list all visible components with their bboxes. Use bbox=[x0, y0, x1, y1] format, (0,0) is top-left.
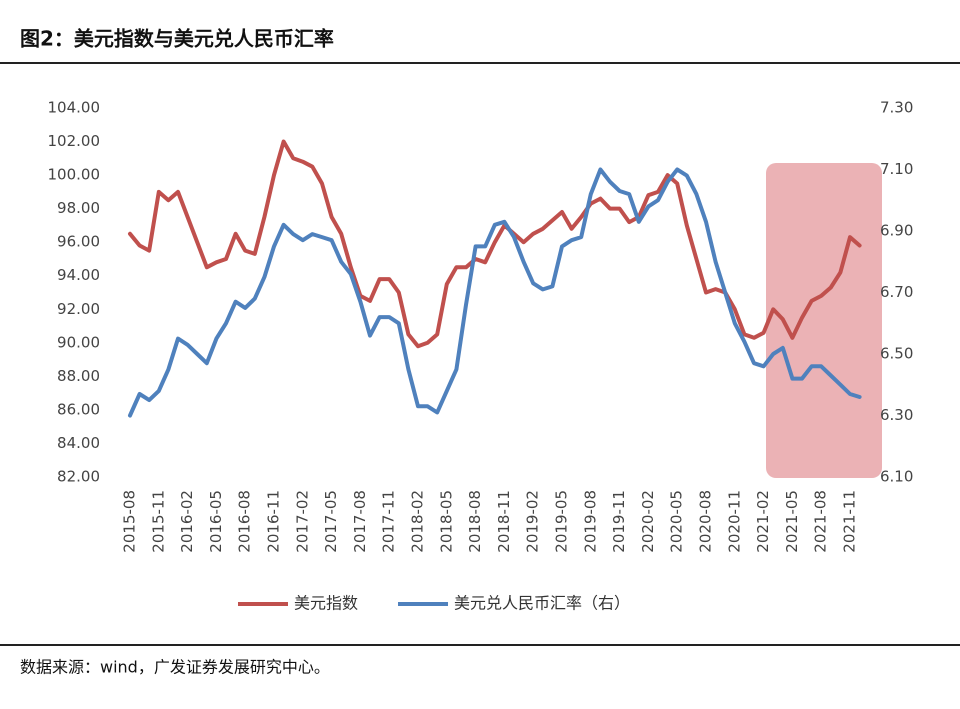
y-tick-label: 98.00 bbox=[57, 199, 100, 217]
y-tick-label: 104.00 bbox=[48, 99, 101, 117]
data-line bbox=[128, 167, 862, 418]
x-tick-label: 2016-02 bbox=[178, 490, 196, 553]
x-tick-label: 2018-11 bbox=[495, 490, 513, 553]
x-tick-label: 2021-08 bbox=[812, 490, 830, 553]
x-tick-label: 2017-08 bbox=[351, 490, 369, 553]
chart-title: 图2：美元指数与美元兑人民币汇率 bbox=[20, 27, 334, 51]
y2-tick-label: 6.10 bbox=[880, 468, 913, 486]
y-tick-label: 82.00 bbox=[57, 468, 100, 486]
y-tick-label: 102.00 bbox=[48, 132, 101, 150]
x-tick-label: 2020-11 bbox=[725, 490, 743, 553]
x-tick-label: 2019-08 bbox=[581, 490, 599, 553]
y2-tick-label: 7.10 bbox=[880, 160, 913, 178]
y-tick-label: 86.00 bbox=[57, 400, 100, 418]
x-tick-label: 2019-05 bbox=[553, 490, 571, 553]
y-tick-label: 96.00 bbox=[57, 233, 100, 251]
y-tick-label: 88.00 bbox=[57, 367, 100, 385]
x-tick-label: 2017-02 bbox=[293, 490, 311, 553]
x-tick-label: 2019-11 bbox=[610, 490, 628, 553]
x-tick-label: 2015-08 bbox=[121, 490, 139, 553]
y-tick-label: 92.00 bbox=[57, 300, 100, 318]
x-tick-label: 2016-11 bbox=[265, 490, 283, 553]
x-tick-label: 2017-05 bbox=[322, 490, 340, 553]
y-tick-label: 84.00 bbox=[57, 434, 100, 452]
y-tick-label: 94.00 bbox=[57, 266, 100, 284]
x-tick-label: 2016-05 bbox=[207, 490, 225, 553]
y2-tick-label: 7.30 bbox=[880, 99, 913, 117]
y-tick-label: 100.00 bbox=[48, 166, 101, 184]
y2-tick-label: 6.90 bbox=[880, 222, 913, 240]
x-tick-label: 2018-08 bbox=[466, 490, 484, 553]
y2-tick-label: 6.70 bbox=[880, 283, 913, 301]
x-tick-label: 2021-11 bbox=[841, 490, 859, 553]
y2-tick-label: 6.30 bbox=[880, 406, 913, 424]
x-tick-label: 2018-02 bbox=[409, 490, 427, 553]
legend-label: 美元指数 bbox=[294, 594, 358, 613]
data-line bbox=[128, 139, 862, 349]
source-note: 数据来源：wind，广发证券发展研究中心。 bbox=[20, 658, 330, 677]
x-tick-label: 2019-02 bbox=[524, 490, 542, 553]
x-tick-label: 2021-02 bbox=[754, 490, 772, 553]
x-tick-label: 2021-05 bbox=[783, 490, 801, 553]
x-tick-label: 2016-08 bbox=[236, 490, 254, 553]
y2-tick-label: 6.50 bbox=[880, 345, 913, 363]
x-tick-label: 2020-05 bbox=[668, 490, 686, 553]
x-tick-label: 2017-11 bbox=[380, 490, 398, 553]
x-tick-label: 2020-02 bbox=[639, 490, 657, 553]
x-tick-label: 2020-08 bbox=[697, 490, 715, 553]
x-tick-label: 2015-11 bbox=[149, 490, 167, 553]
y-tick-label: 90.00 bbox=[57, 333, 100, 351]
legend-label: 美元兑人民币汇率（右） bbox=[454, 594, 630, 613]
x-tick-label: 2018-05 bbox=[437, 490, 455, 553]
